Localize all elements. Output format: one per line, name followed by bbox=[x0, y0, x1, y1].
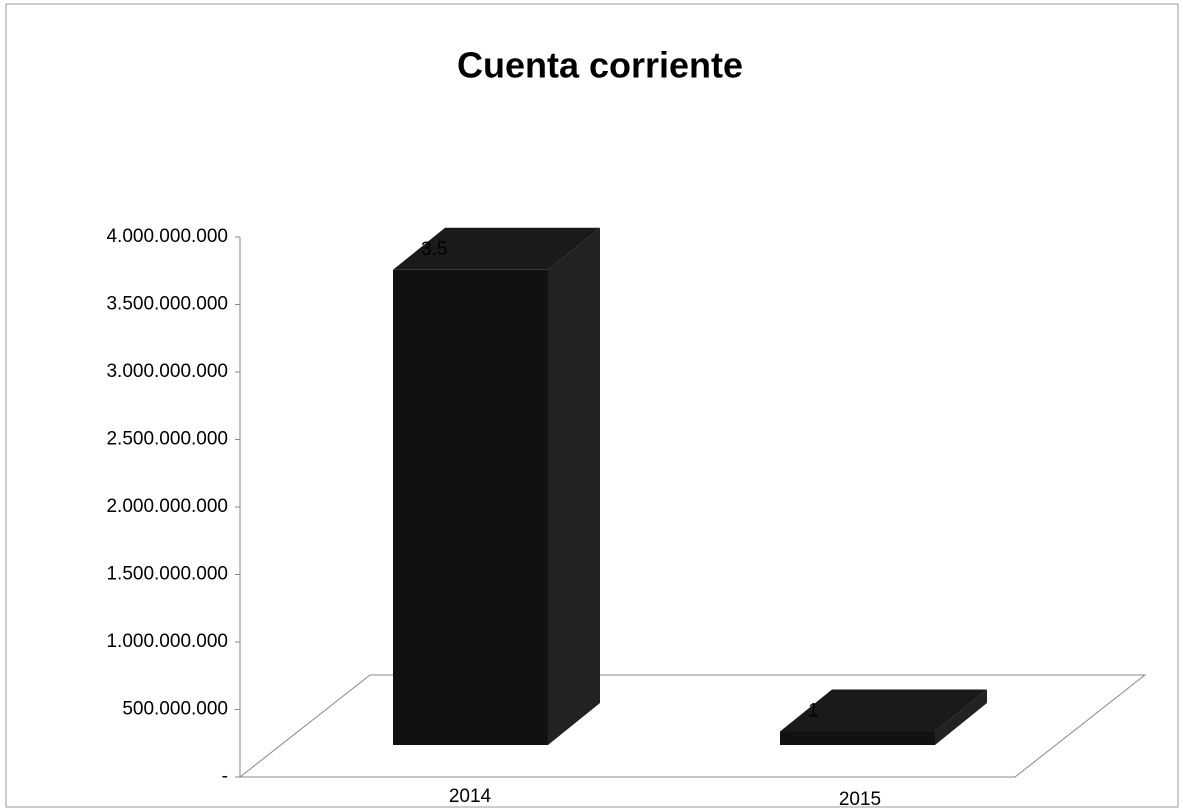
y-tick-label: 4.000.000.000 bbox=[106, 226, 228, 247]
x-tick-label: 2014 bbox=[449, 786, 492, 807]
bar-front bbox=[393, 269, 548, 745]
y-tick-label: 2.500.000.000 bbox=[106, 429, 228, 450]
bar-side bbox=[548, 227, 600, 746]
chart-title: Cuenta corriente bbox=[457, 45, 743, 86]
y-tick-label: - bbox=[222, 766, 228, 787]
y-tick-label: 1.500.000.000 bbox=[106, 564, 228, 585]
bar-top bbox=[393, 227, 600, 270]
y-tick-label: 3.500.000.000 bbox=[106, 294, 228, 315]
bar-side bbox=[935, 689, 987, 745]
chart-border bbox=[5, 3, 1179, 808]
floor bbox=[238, 674, 1147, 778]
x-tick-label: 2015 bbox=[839, 789, 881, 809]
data-label: 1 bbox=[808, 701, 819, 722]
y-tick-label: 3.000.000.000 bbox=[106, 361, 228, 382]
data-label: 3.5 bbox=[421, 239, 447, 260]
y-tick-label: 1.000.000.000 bbox=[106, 631, 228, 652]
bar-front bbox=[780, 731, 935, 745]
y-tick-label: 500.000.000 bbox=[122, 699, 228, 720]
bar bbox=[393, 227, 600, 746]
bar bbox=[780, 689, 987, 745]
bar-top bbox=[780, 689, 987, 732]
y-tick-label: 2.000.000.000 bbox=[106, 496, 228, 517]
